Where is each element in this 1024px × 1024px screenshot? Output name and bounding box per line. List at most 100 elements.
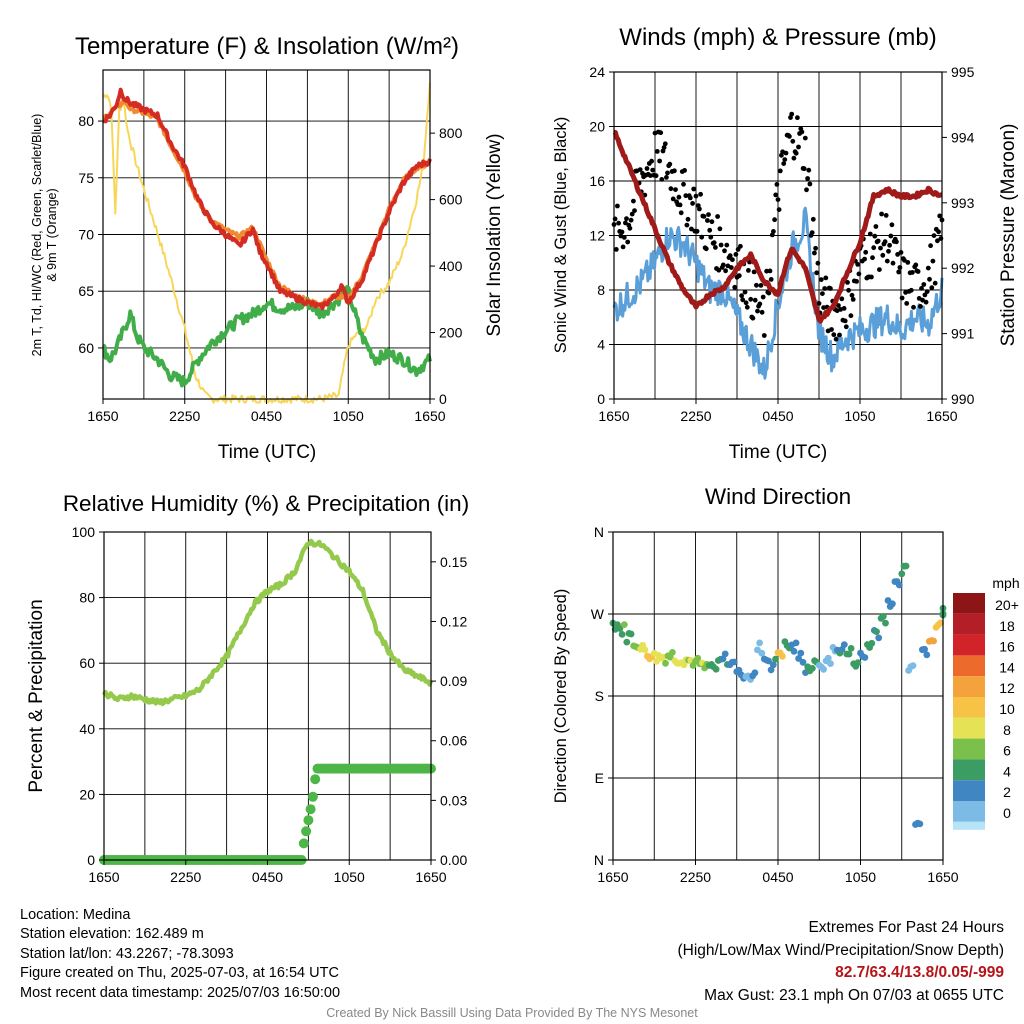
gust-point — [654, 149, 660, 154]
left-tick-label: 20 — [589, 119, 605, 135]
gust-point — [746, 268, 751, 273]
colorbar-segment — [953, 738, 985, 760]
direction-point — [712, 665, 720, 673]
direction-plot — [609, 562, 947, 828]
gust-point — [693, 193, 699, 199]
gust-point — [804, 187, 809, 193]
colorbar-segment — [953, 759, 985, 781]
gust-point — [649, 158, 654, 164]
gust-point — [856, 271, 862, 277]
x-tick-label: 1650 — [414, 408, 445, 424]
gust-point — [928, 243, 933, 249]
humidity-title: Relative Humidity (%) & Precipitation (i… — [63, 491, 469, 516]
gust-point — [623, 220, 628, 226]
direction-point — [779, 652, 786, 660]
direction-point — [620, 621, 628, 628]
gust-point — [850, 297, 856, 302]
gust-point — [766, 290, 772, 296]
gust-point — [759, 309, 765, 315]
gust-point — [667, 161, 673, 167]
direction-point — [861, 654, 869, 661]
direction-point — [879, 612, 887, 620]
right-tick-label: 0 — [439, 391, 447, 407]
gust-point — [829, 327, 834, 332]
gust-point — [823, 275, 829, 281]
colorbar-title: mph — [992, 575, 1019, 591]
gust-point — [867, 231, 873, 237]
gust-point — [691, 186, 697, 192]
gust-point — [822, 286, 828, 291]
gust-point — [742, 289, 748, 295]
gust-point — [720, 262, 726, 268]
gust-point — [883, 213, 889, 218]
gust-point — [773, 192, 779, 198]
extremes-title: Extremes For Past 24 Hours — [808, 919, 1004, 936]
colorbar-segment — [953, 801, 985, 822]
gust-point — [629, 211, 635, 217]
extremes-block: Extremes For Past 24 Hours (High/Low/Max… — [678, 917, 1005, 1007]
left-tick-label: N — [594, 524, 604, 540]
gust-point — [935, 238, 940, 244]
gust-point — [732, 284, 738, 290]
gust-point — [698, 191, 703, 197]
gust-point — [662, 141, 668, 147]
direction-point — [795, 655, 802, 662]
gust-point — [816, 301, 822, 306]
gust-point — [637, 167, 643, 173]
right-tick-label: 992 — [951, 260, 975, 276]
direction-point — [824, 654, 832, 662]
colorbar-segment — [953, 676, 985, 697]
gust-point — [930, 258, 936, 264]
winds-right-ylabel: Station Pressure (Maroon) — [998, 124, 1019, 347]
humidity-ticks: 0 20 40 60 80 100 0.00 0.03 0.06 0.09 0.12 0.15 1650… — [72, 524, 468, 885]
gust-point — [715, 214, 720, 219]
wind-speed-line — [612, 206, 944, 380]
gust-point — [810, 216, 816, 222]
direction-point — [623, 638, 631, 646]
left-tick-label: 12 — [589, 228, 605, 244]
gust-point — [812, 250, 817, 256]
gust-point — [687, 195, 693, 201]
speed-colorbar: 20+ 18 16 14 12 10 8 6 4 2 0 — [953, 593, 1019, 830]
winds-ticks: 0 4 8 12 16 20 24 990 991 992 993 994 995 1650 2250 045… — [589, 64, 974, 424]
gust-point — [899, 295, 905, 301]
winds-xlabel: Time (UTC) — [729, 442, 828, 463]
direction-point — [758, 649, 766, 657]
station-location: Location: Medina — [20, 907, 131, 923]
direction-point — [937, 619, 944, 627]
direction-point — [721, 650, 729, 658]
gust-point — [887, 242, 892, 248]
left-tick-label: 60 — [78, 340, 94, 356]
gust-point — [791, 155, 797, 161]
gust-point — [657, 158, 662, 164]
gust-point — [932, 280, 938, 286]
colorbar-segment — [953, 655, 985, 677]
gust-point — [717, 226, 723, 232]
gust-point — [898, 250, 904, 255]
gust-point — [878, 245, 883, 251]
x-tick-label: 1050 — [845, 869, 876, 885]
humidity-line — [101, 538, 434, 707]
right-tick-label: 0.09 — [440, 673, 467, 689]
direction-point — [680, 661, 688, 669]
gust-point — [923, 299, 929, 305]
gust-point — [889, 222, 895, 228]
colorbar-label: 4 — [1003, 763, 1011, 779]
gust-point — [910, 270, 915, 275]
gust-point — [894, 239, 899, 245]
direction-point — [854, 659, 862, 666]
precipitation-point — [310, 774, 321, 785]
gust-point — [802, 135, 808, 141]
precipitation-point — [303, 815, 314, 826]
winds-title: Winds (mph) & Pressure (mb) — [619, 24, 936, 51]
direction-point — [694, 654, 702, 662]
left-tick-label: 4 — [597, 337, 605, 353]
direction-point — [756, 639, 763, 647]
gust-point — [768, 277, 774, 282]
gust-point — [744, 304, 750, 310]
gust-point — [937, 213, 943, 219]
gust-point — [879, 211, 884, 217]
colorbar-label: 12 — [999, 680, 1015, 696]
